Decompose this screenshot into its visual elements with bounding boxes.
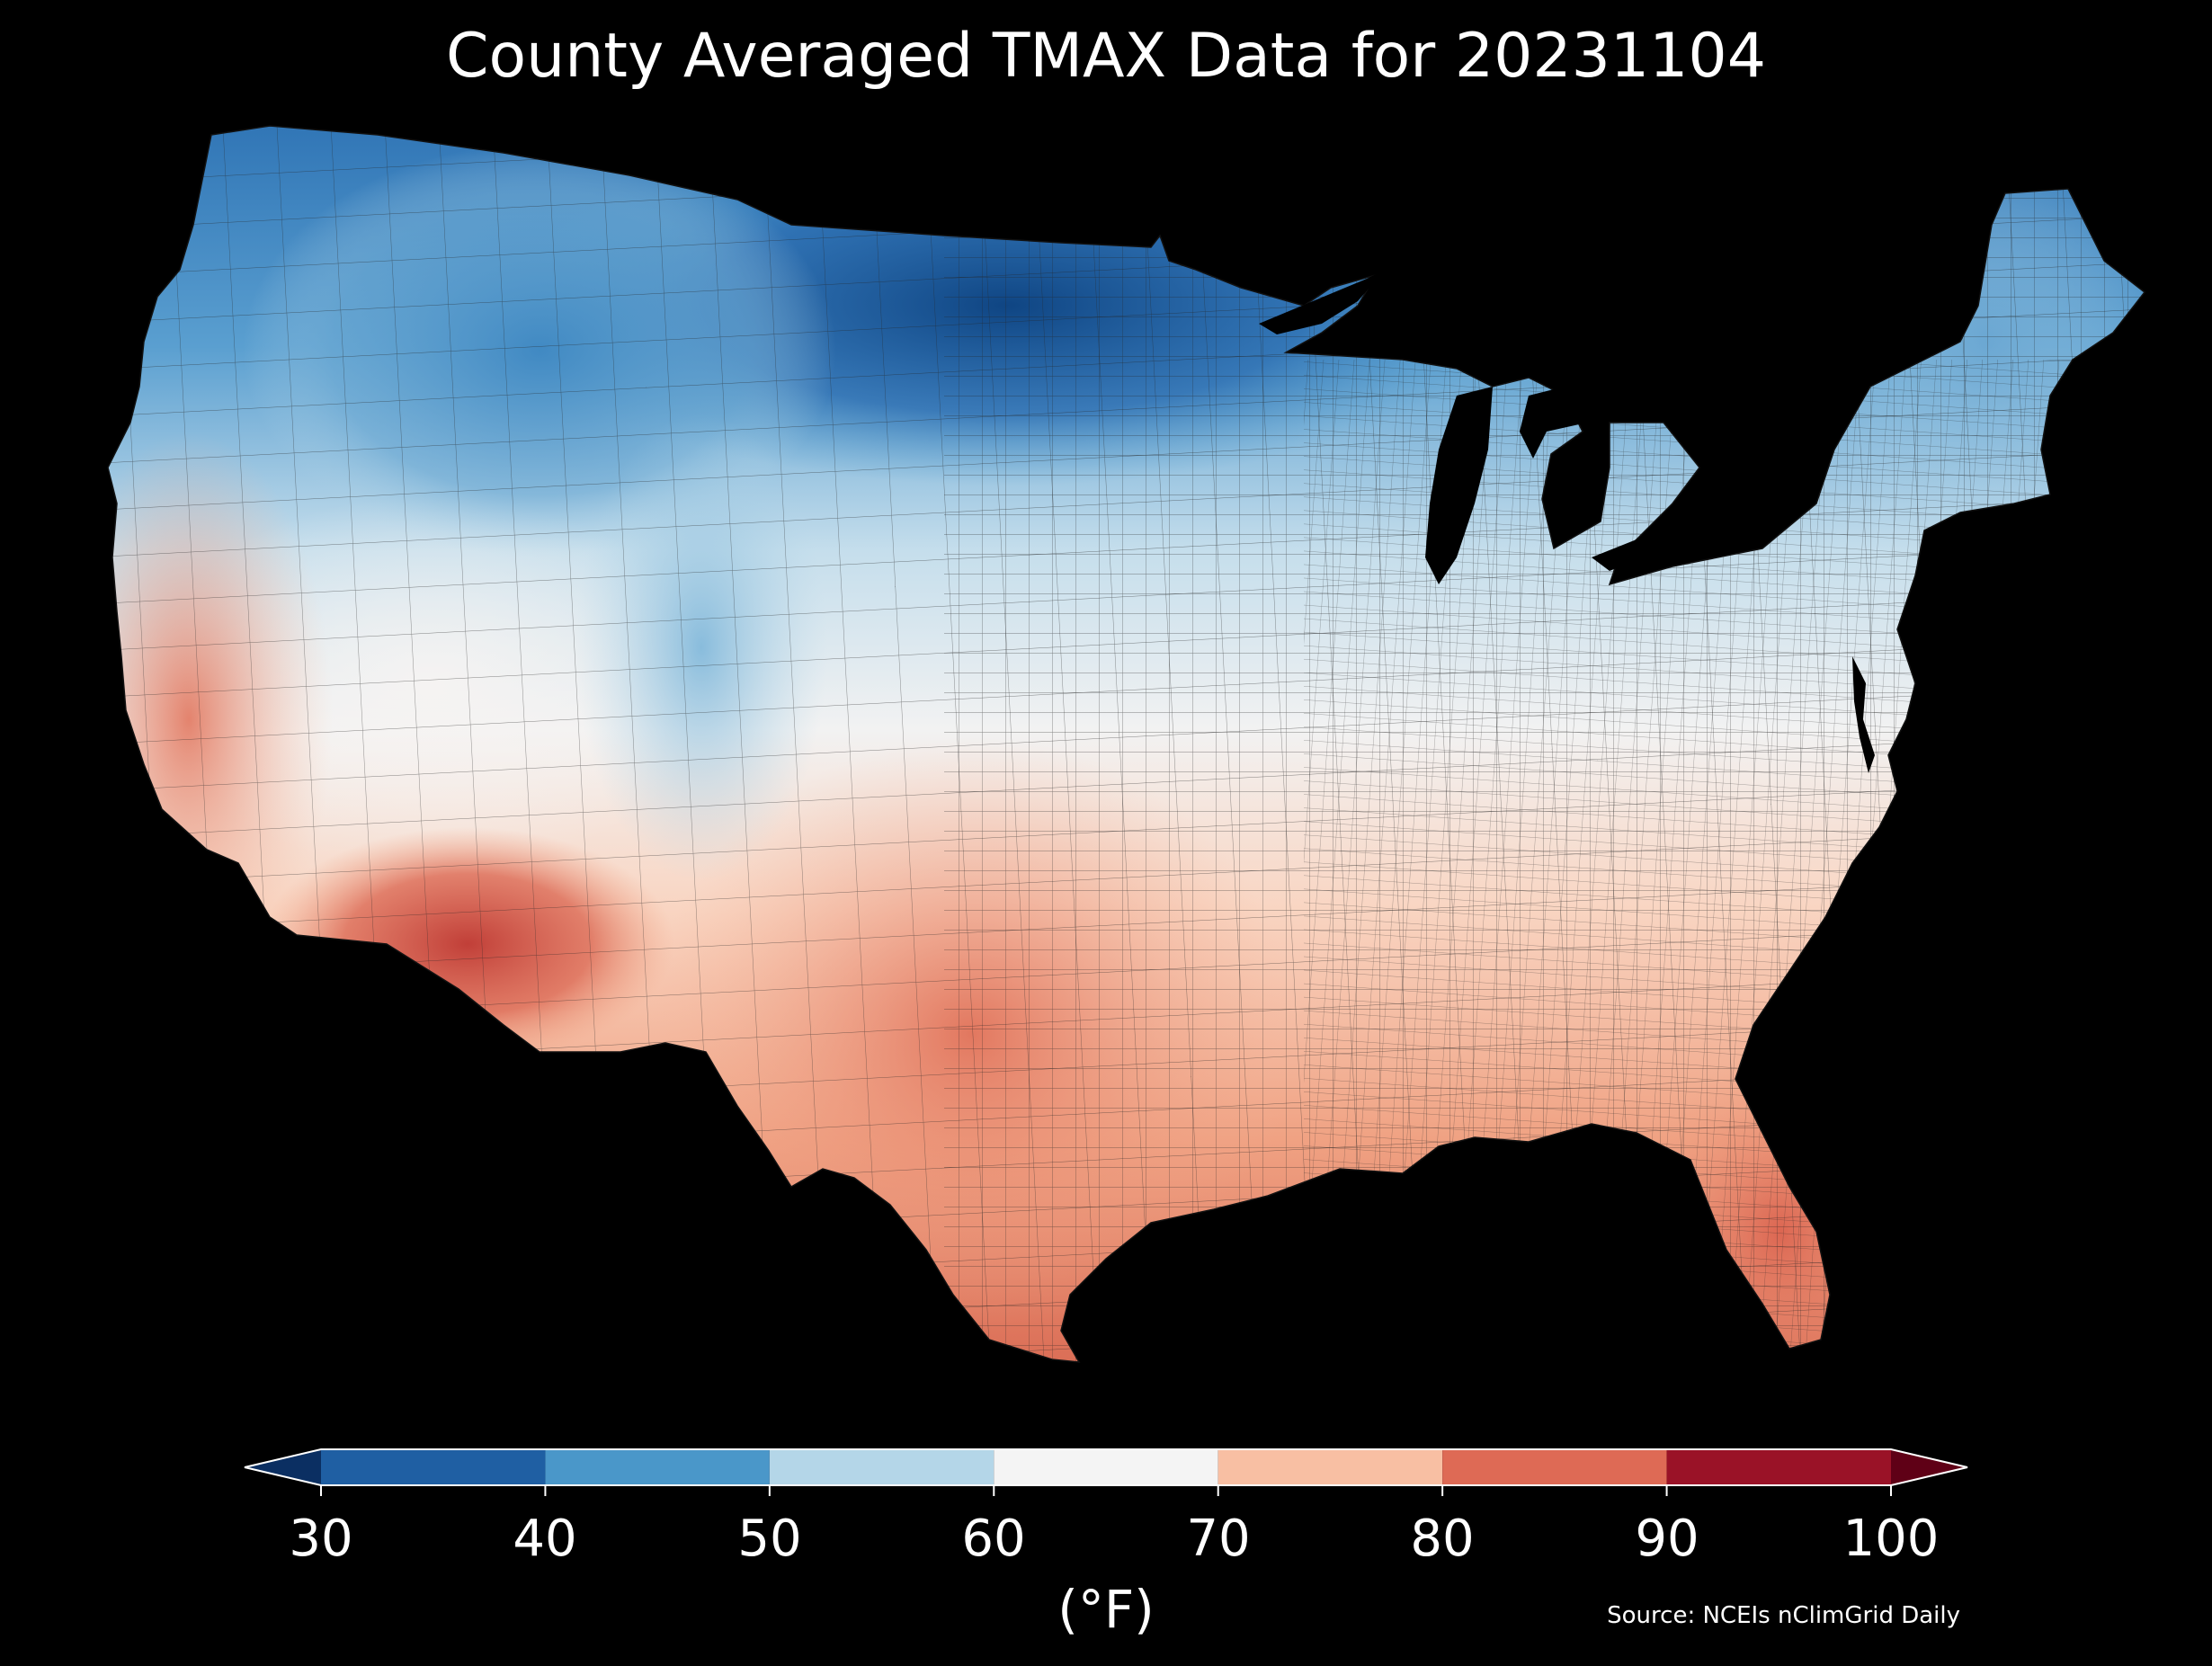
colorbar-unit-label: (°F) <box>1057 1579 1155 1640</box>
colorbar-under-arrow <box>245 1449 321 1485</box>
colorbar-over-arrow <box>1891 1449 1967 1485</box>
colorbar-bin-30-40 <box>321 1449 546 1485</box>
great-lakes <box>1259 270 1780 584</box>
source-credit: Source: NCEIs nClimGrid Daily <box>1607 1602 1960 1629</box>
colorbar-bin-40-50 <box>545 1449 770 1485</box>
tick-label-30: 30 <box>289 1510 353 1568</box>
chesapeake-bay <box>1852 656 1875 773</box>
tick-label-50: 50 <box>737 1510 802 1568</box>
tick-label-90: 90 <box>1635 1510 1699 1568</box>
colorbar-bin-90-100 <box>1666 1449 1891 1485</box>
tick-label-80: 80 <box>1410 1510 1475 1568</box>
tick-label-100: 100 <box>1842 1510 1940 1568</box>
tick-label-40: 40 <box>513 1510 577 1568</box>
tick-label-70: 70 <box>1186 1510 1251 1568</box>
tick-label-60: 60 <box>961 1510 1026 1568</box>
colorbar-bin-70-80 <box>1217 1449 1443 1485</box>
colorbar-bin-80-90 <box>1442 1449 1667 1485</box>
colorbar-bin-50-60 <box>769 1449 995 1485</box>
colorbar-bin-60-70 <box>994 1449 1218 1485</box>
map-title: County Averaged TMAX Data for 20231104 <box>446 21 1766 92</box>
